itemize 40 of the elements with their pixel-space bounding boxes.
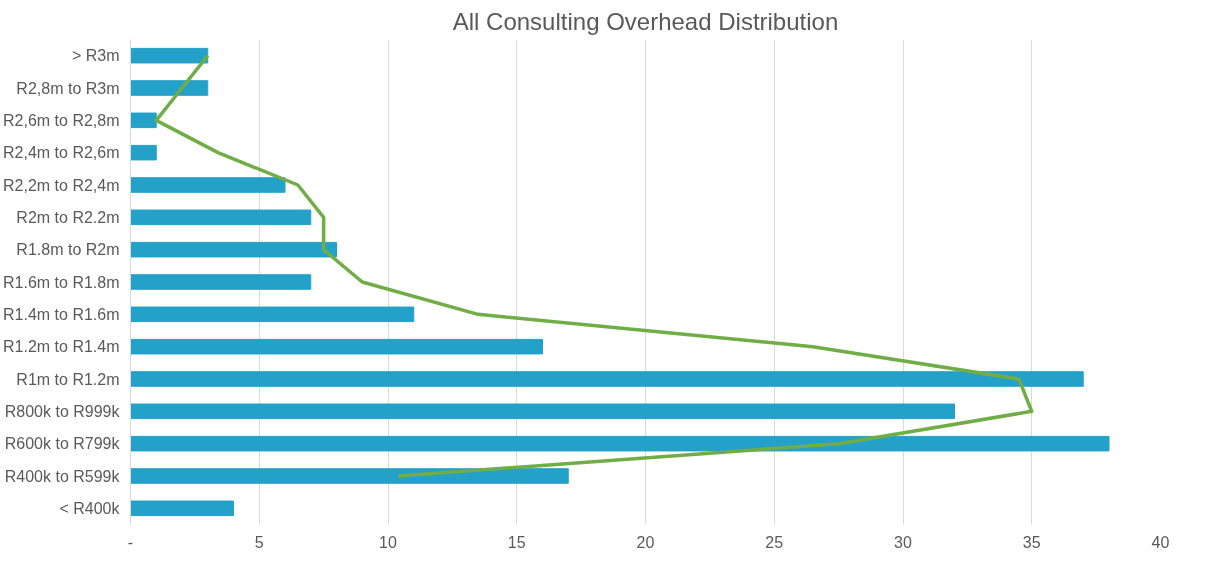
bar xyxy=(130,274,312,290)
y-tick-label: R2,8m to R3m xyxy=(16,79,120,97)
y-tick-label: R2m to R2.2m xyxy=(16,208,120,226)
bar xyxy=(130,403,955,420)
bar xyxy=(130,241,337,258)
x-tick-label: 5 xyxy=(254,533,264,551)
y-tick-label: R800k to R999k xyxy=(4,402,121,420)
y-tick-label: R2,2m to R2,4m xyxy=(3,176,120,194)
y-tick-label: R2,6m to R2,8m xyxy=(3,111,120,129)
bar xyxy=(130,209,312,226)
bar xyxy=(130,144,157,161)
x-tick-label: 15 xyxy=(507,533,526,551)
y-tick-label: R600k to R799k xyxy=(4,435,121,453)
bar xyxy=(130,47,209,64)
bar xyxy=(130,468,569,484)
bar xyxy=(130,500,234,517)
y-tick-label: < R400k xyxy=(59,499,121,517)
bar xyxy=(130,177,286,193)
x-tick-label: 10 xyxy=(379,533,397,551)
y-tick-label: R1.2m to R1.4m xyxy=(3,338,120,356)
x-tick-label: 35 xyxy=(1022,533,1041,551)
y-tick-label: R2,4m to R2,6m xyxy=(3,144,120,162)
x-tick-label: 30 xyxy=(894,533,912,551)
bar xyxy=(130,338,543,355)
x-tick-label: - xyxy=(127,533,134,551)
y-tick-label: R400k to R599k xyxy=(4,467,121,485)
bar xyxy=(130,435,1110,452)
y-tick-label: R1m to R1.2m xyxy=(16,370,120,388)
bar xyxy=(130,112,157,129)
y-tick-label: R1.4m to R1.6m xyxy=(3,305,120,323)
y-tick-label: R1.6m to R1.8m xyxy=(3,273,120,291)
bar xyxy=(130,371,1084,387)
chart-title: All Consulting Overhead Distribution xyxy=(452,7,839,35)
x-tick-label: 25 xyxy=(765,533,784,551)
y-tick-label: R1.8m to R2m xyxy=(16,241,120,259)
x-tick-label: 40 xyxy=(1151,533,1170,551)
x-tick-label: 20 xyxy=(636,533,655,551)
y-tick-label: > R3m xyxy=(71,47,120,65)
bar xyxy=(130,306,415,323)
bar xyxy=(130,80,209,96)
